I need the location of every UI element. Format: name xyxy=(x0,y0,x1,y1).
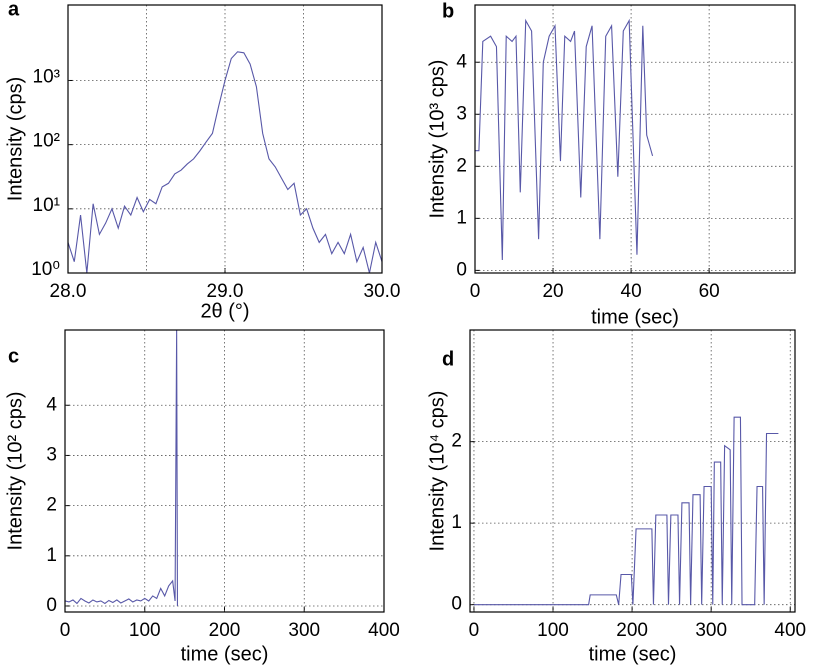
y-axis-label: Intensity (10³ cps) xyxy=(426,60,448,219)
y-axis-label: Intensity (10² cps) xyxy=(4,392,26,551)
y-tick-label: 1 xyxy=(46,545,57,566)
x-axis-label: time (sec) xyxy=(589,643,677,665)
plot-frame xyxy=(474,4,796,274)
x-tick-label: 60 xyxy=(699,281,720,302)
panel-letter: c xyxy=(8,345,19,367)
y-tick-label: 10⁰ xyxy=(31,259,60,280)
plot-area xyxy=(475,18,654,261)
x-tick-label: 200 xyxy=(209,620,241,641)
y-tick-label: 0 xyxy=(451,594,462,615)
x-tick-label: 30.0 xyxy=(364,281,401,302)
data-line xyxy=(473,416,779,606)
y-tick-label: 3 xyxy=(456,103,467,124)
x-tick-label: 20 xyxy=(542,281,563,302)
x-axis-label: 2θ (°) xyxy=(200,300,249,322)
y-axis-label: Intensity (10⁴ cps) xyxy=(426,391,448,552)
x-tick-label: 400 xyxy=(774,620,806,641)
panel: 28.0 29.0 30.0 10⁰ 10¹ 10² 10³ a 2θ (°) Intensity… xyxy=(4,0,400,322)
panel: 0 100 200 300 400 0 1 2 d time (sec) Intensity (10… xyxy=(426,329,806,665)
plot-area xyxy=(473,416,779,606)
plot-background xyxy=(475,5,795,273)
plot-frame xyxy=(67,4,383,274)
x-tick-label: 200 xyxy=(616,620,648,641)
x-axis-label: time (sec) xyxy=(591,306,679,328)
x-tick-label: 0 xyxy=(60,620,71,641)
y-tick-label: 10² xyxy=(33,131,60,152)
data-line xyxy=(65,330,178,606)
x-tick-label: 40 xyxy=(621,281,642,302)
x-tick-label: 300 xyxy=(288,620,320,641)
x-tick-label: 28.0 xyxy=(50,281,87,302)
panel: 0 20 40 60 0 1 2 3 4 b time (sec) Intensity (10³ cp… xyxy=(426,0,796,328)
data-line xyxy=(68,51,382,273)
y-tick-label: 4 xyxy=(46,394,57,415)
y-tick-label: 0 xyxy=(456,259,467,280)
x-tick-label: 300 xyxy=(695,620,727,641)
x-tick-label: 100 xyxy=(129,620,161,641)
y-tick-label: 2 xyxy=(46,495,57,516)
y-tick-label: 1 xyxy=(456,207,467,228)
y-tick-label: 10¹ xyxy=(33,195,60,216)
panel-letter: d xyxy=(442,348,454,370)
y-tick-label: 1 xyxy=(451,512,462,533)
plot-frame xyxy=(469,329,796,613)
y-tick-label: 10³ xyxy=(33,66,60,87)
y-tick-label: 2 xyxy=(456,155,467,176)
x-axis-label: time (sec) xyxy=(181,643,269,665)
x-tick-label: 100 xyxy=(537,620,569,641)
plot-area xyxy=(68,51,382,273)
x-tick-label: 0 xyxy=(470,281,481,302)
panel-letter: a xyxy=(8,0,20,20)
x-tick-label: 400 xyxy=(368,620,400,641)
panel-letter: b xyxy=(442,0,454,22)
y-tick-label: 3 xyxy=(46,444,57,465)
data-line xyxy=(475,18,654,261)
y-tick-label: 0 xyxy=(46,595,57,616)
x-tick-label: 0 xyxy=(469,620,480,641)
y-axis-label: Intensity (cps) xyxy=(4,77,26,201)
panel: 0 100 200 300 400 0 1 2 3 4 c time (sec) Intensity (… xyxy=(4,329,400,665)
plot-area xyxy=(65,330,178,606)
plot-frame xyxy=(64,329,385,613)
y-tick-label: 4 xyxy=(456,51,467,72)
x-tick-label: 29.0 xyxy=(207,281,244,302)
y-tick-label: 2 xyxy=(451,431,462,452)
